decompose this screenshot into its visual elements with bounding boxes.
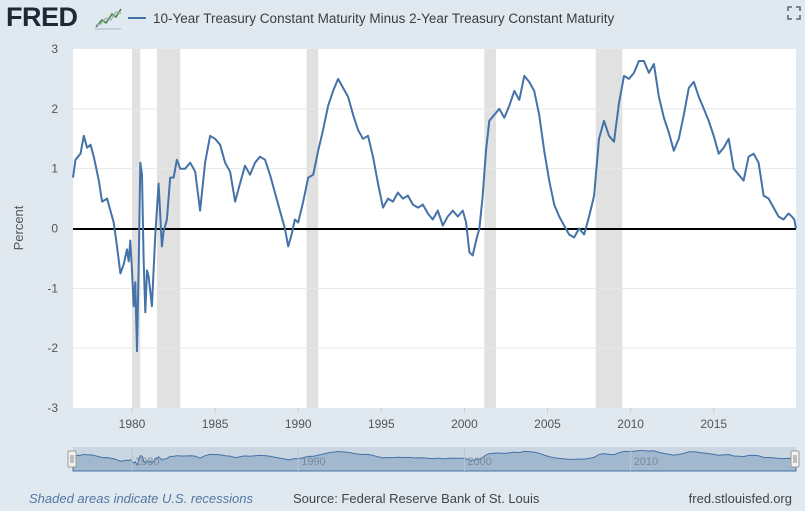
- recession-note[interactable]: Shaded areas indicate U.S. recessions: [29, 491, 254, 506]
- chart: 3 2 1 0 -1 -2 -3 1980 1985 1990 1995 2000 2005 2010 2…: [11, 42, 800, 472]
- x-tick-label: 2010: [617, 417, 644, 431]
- y-axis-ticks: 3 2 1 0 -1 -2 -3: [47, 42, 796, 415]
- expand-icon[interactable]: [787, 6, 801, 20]
- y-tick-label: 1: [51, 162, 58, 176]
- x-tick-label: 2005: [534, 417, 561, 431]
- fred-logo[interactable]: FRED: [6, 2, 78, 32]
- source-text: Source: Federal Reserve Bank of St. Loui…: [293, 491, 540, 506]
- y-tick-label: -3: [47, 401, 58, 415]
- navigator-right-handle[interactable]: [790, 450, 800, 468]
- y-tick-label: 2: [51, 102, 58, 116]
- navigator-tick-label: 2010: [634, 456, 658, 468]
- y-axis-label: Percent: [11, 205, 26, 250]
- x-tick-label: 1990: [285, 417, 312, 431]
- series-line: [72, 60, 797, 353]
- legend-series-title: 10-Year Treasury Constant Maturity Minus…: [153, 10, 615, 26]
- y-tick-label: 3: [51, 42, 58, 56]
- x-axis-ticks: 1980 1985 1990 1995 2000 2005 2010 2015: [119, 408, 727, 431]
- y-tick-label: 0: [51, 222, 58, 236]
- navigator-series-area: [72, 450, 797, 472]
- y-tick-label: -1: [47, 281, 58, 295]
- navigator-tick-label: 1990: [301, 456, 325, 468]
- legend-swatch: [128, 17, 146, 19]
- navigator[interactable]: 1980 1990 2000 2010: [67, 447, 800, 472]
- x-tick-label: 1995: [368, 417, 395, 431]
- navigator-tick-label: 1980: [135, 456, 159, 468]
- chart-header: FRED 10-Year Treasury Constant Maturity …: [0, 0, 805, 36]
- site-link[interactable]: fred.stlouisfed.org: [688, 491, 792, 506]
- navigator-left-handle[interactable]: [67, 450, 77, 468]
- navigator-tick-label: 2000: [467, 456, 491, 468]
- y-tick-label: -2: [47, 341, 58, 355]
- x-tick-label: 2000: [451, 417, 478, 431]
- x-tick-label: 2015: [700, 417, 727, 431]
- chart-legend[interactable]: 10-Year Treasury Constant Maturity Minus…: [128, 8, 614, 28]
- x-tick-label: 1985: [202, 417, 229, 431]
- x-tick-label: 1980: [119, 417, 146, 431]
- line-chart-icon: [94, 5, 122, 31]
- navigator-ticks: 1980 1990 2000 2010: [131, 447, 658, 471]
